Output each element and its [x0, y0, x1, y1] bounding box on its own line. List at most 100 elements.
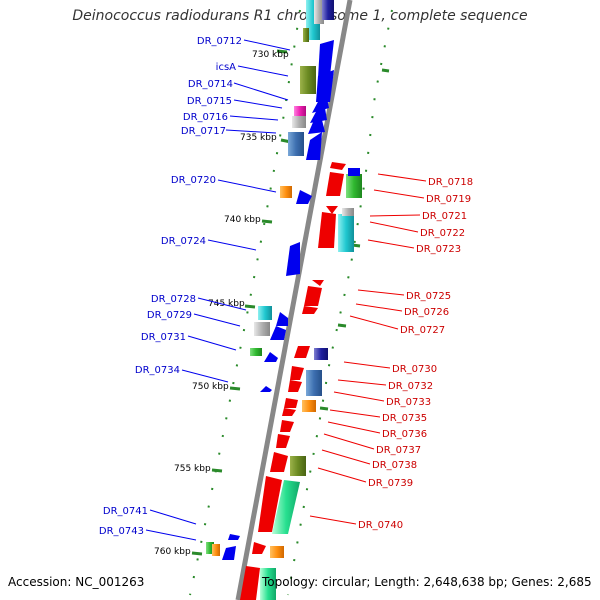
gene-arrow[interactable] — [270, 452, 288, 472]
gene-label-forward[interactable]: DR_0726 — [404, 307, 449, 318]
gene-label-forward[interactable]: DR_0730 — [392, 364, 437, 375]
gene-label-forward[interactable]: DR_0733 — [386, 397, 431, 408]
gene-arrow[interactable] — [270, 326, 286, 340]
gene-label-reverse[interactable]: DR_0715 — [187, 96, 232, 107]
gene-label-forward[interactable]: DR_0735 — [382, 413, 427, 424]
outer-dotted-arc — [287, 9, 393, 596]
gene-label-forward[interactable]: DR_0721 — [422, 211, 467, 222]
gene-block[interactable] — [212, 544, 220, 556]
scale-label: 745 kbp — [208, 299, 245, 309]
forward-gene-labels: DR_0718 DR_0719 DR_0721 DR_0722 DR_0723 … — [358, 177, 473, 531]
gene-block[interactable] — [302, 400, 316, 412]
gene-arrow[interactable] — [306, 132, 322, 160]
gene-arrow[interactable] — [318, 212, 336, 248]
gene-block[interactable] — [290, 456, 306, 476]
gene-arrow[interactable] — [326, 206, 338, 214]
gene-label-forward[interactable]: DR_0719 — [426, 194, 471, 205]
gene-arrow[interactable] — [312, 280, 324, 286]
gene-label-reverse[interactable]: DR_0729 — [147, 310, 192, 321]
gene-label-forward[interactable]: DR_0718 — [428, 177, 473, 188]
gene-block[interactable] — [342, 208, 354, 216]
gene-label-reverse[interactable]: DR_0728 — [151, 294, 196, 305]
gene-label-reverse[interactable]: DR_0741 — [103, 506, 148, 517]
gene-arrow[interactable] — [296, 190, 312, 204]
gene-block[interactable] — [294, 106, 306, 116]
scale-label: 740 kbp — [224, 215, 261, 225]
gene-block[interactable] — [303, 28, 309, 42]
scale-labels: 730 kbp 735 kbp 740 kbp 745 kbp 750 kbp … — [154, 50, 289, 557]
gene-label-forward[interactable]: DR_0722 — [420, 228, 465, 239]
gene-label-forward[interactable]: DR_0723 — [416, 244, 461, 255]
gene-block[interactable] — [280, 186, 292, 198]
gene-arrow[interactable] — [282, 408, 296, 416]
gene-arrow[interactable] — [326, 172, 344, 196]
gene-block[interactable] — [270, 546, 284, 558]
gene-label-reverse[interactable]: DR_0717 — [181, 126, 226, 137]
gene-label-forward[interactable]: DR_0740 — [358, 520, 403, 531]
gene-arrow[interactable] — [308, 120, 325, 134]
gene-block[interactable] — [348, 168, 360, 176]
gene-block[interactable] — [314, 0, 324, 24]
scale-label: 735 kbp — [240, 133, 277, 143]
reverse-gene-labels: DR_0712 icsA DR_0714 DR_0715 DR_0716 DR_… — [99, 36, 242, 537]
gene-block[interactable] — [314, 348, 328, 360]
gene-block[interactable] — [292, 116, 306, 128]
gene-arrow[interactable] — [272, 480, 300, 534]
gene-arrow[interactable] — [276, 312, 288, 326]
scale-label: 760 kbp — [154, 547, 191, 557]
gene-label-reverse[interactable]: DR_0734 — [135, 365, 180, 376]
gene-block[interactable] — [258, 306, 272, 320]
gene-arrow[interactable] — [284, 398, 298, 408]
genome-summary-text: Topology: circular; Length: 2,648,638 bp… — [262, 575, 592, 589]
gene-label-reverse[interactable]: DR_0716 — [183, 112, 228, 123]
gene-label-reverse[interactable]: DR_0714 — [188, 79, 233, 90]
gene-arrow[interactable] — [228, 534, 240, 540]
scale-label: 750 kbp — [192, 382, 229, 392]
accession-text: Accession: NC_001263 — [8, 575, 145, 589]
gene-arrow[interactable] — [290, 366, 304, 380]
gene-arrow[interactable] — [258, 476, 282, 532]
gene-block[interactable] — [206, 542, 214, 554]
gene-arrow[interactable] — [264, 352, 278, 362]
gene-block[interactable] — [338, 214, 354, 252]
gene-label-forward[interactable]: DR_0738 — [372, 460, 417, 471]
gene-label-reverse[interactable]: DR_0743 — [99, 526, 144, 537]
gene-label-forward[interactable]: DR_0725 — [406, 291, 451, 302]
gene-arrow[interactable] — [316, 70, 334, 102]
gene-label-reverse[interactable]: DR_0731 — [141, 332, 186, 343]
gene-arrow[interactable] — [260, 386, 272, 392]
gene-arrow[interactable] — [288, 380, 302, 392]
gene-block[interactable] — [260, 568, 276, 600]
gene-arrow[interactable] — [280, 420, 294, 432]
gene-arrow[interactable] — [310, 108, 327, 123]
gene-label-reverse[interactable]: icsA — [216, 62, 236, 73]
gene-arrow[interactable] — [222, 546, 236, 560]
gene-arrow[interactable] — [330, 162, 346, 170]
gene-arrow[interactable] — [240, 566, 260, 600]
gene-block[interactable] — [346, 174, 362, 198]
scale-label: 730 kbp — [252, 50, 289, 60]
gene-block[interactable] — [300, 66, 316, 94]
gene-arrow[interactable] — [318, 40, 334, 78]
gene-label-reverse[interactable]: DR_0720 — [171, 175, 216, 186]
gene-arrow[interactable] — [294, 346, 310, 358]
gene-block[interactable] — [306, 370, 322, 396]
gene-label-reverse[interactable]: DR_0712 — [197, 36, 242, 47]
gene-label-forward[interactable]: DR_0739 — [368, 478, 413, 489]
gene-label-reverse[interactable]: DR_0724 — [161, 236, 206, 247]
gene-arrow[interactable] — [302, 306, 318, 314]
gene-arrow[interactable] — [304, 286, 322, 306]
gene-label-forward[interactable]: DR_0732 — [388, 381, 433, 392]
gene-arrow[interactable] — [286, 242, 300, 276]
reverse-label-leaders — [145, 39, 291, 541]
gene-arrow[interactable] — [276, 434, 290, 448]
gene-block[interactable] — [250, 348, 262, 356]
gene-arrow[interactable] — [252, 542, 266, 554]
gene-block[interactable] — [288, 132, 304, 156]
gene-label-forward[interactable]: DR_0736 — [382, 429, 427, 440]
gene-label-forward[interactable]: DR_0737 — [376, 445, 421, 456]
gene-block[interactable] — [254, 322, 270, 336]
gene-block[interactable] — [322, 0, 334, 20]
gene-label-forward[interactable]: DR_0727 — [400, 325, 445, 336]
